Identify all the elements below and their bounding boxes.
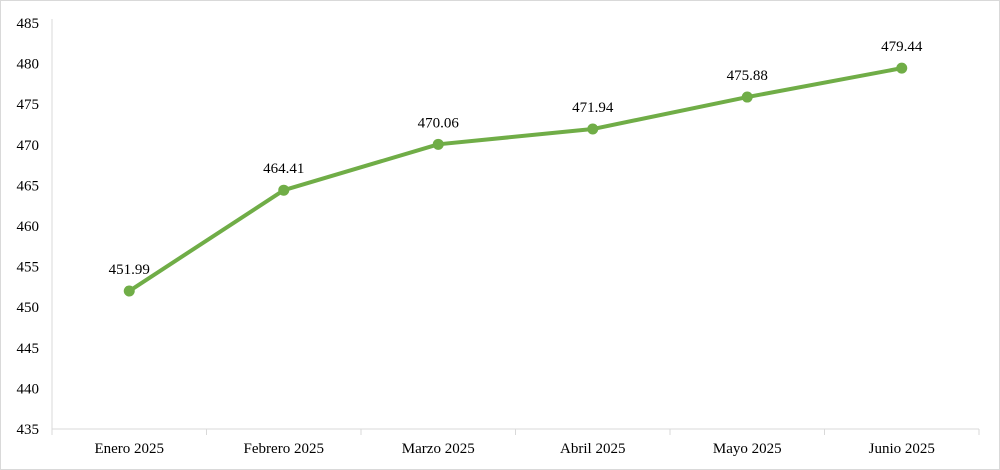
y-tick-label: 440 (17, 381, 40, 397)
data-label: 471.94 (572, 100, 614, 116)
data-label: 451.99 (109, 262, 150, 278)
y-tick-label: 450 (17, 300, 40, 316)
data-label: 479.44 (881, 39, 923, 55)
y-tick-label: 445 (17, 341, 40, 357)
x-tick-label: Enero 2025 (94, 441, 164, 457)
y-tick-label: 465 (17, 178, 40, 194)
x-tick-label: Marzo 2025 (402, 441, 475, 457)
y-tick-label: 470 (17, 138, 40, 154)
data-point (278, 184, 290, 196)
y-tick-label: 435 (17, 422, 40, 438)
point-group (123, 62, 908, 297)
x-axis: Enero 2025 Febrero 2025 Marzo 2025 Abril 20… (51, 428, 980, 457)
data-label: 475.88 (727, 68, 768, 84)
y-tick-label: 455 (17, 260, 40, 276)
x-tick-label: Junio 2025 (869, 441, 935, 457)
y-tick-label: 480 (17, 57, 40, 73)
data-point (896, 62, 908, 74)
x-tick-label: Mayo 2025 (713, 441, 782, 457)
y-tick-label: 485 (17, 16, 40, 32)
data-label: 464.41 (263, 161, 304, 177)
y-axis: 435 440 445 450 455 460 465 470 475 480 485 (17, 16, 53, 438)
label-group: 451.99 464.41 470.06 471.94 475.88 479.44 (109, 39, 923, 278)
data-point (123, 285, 135, 297)
series-group (127, 66, 904, 294)
data-point (432, 138, 444, 150)
x-tick-label: Febrero 2025 (244, 441, 324, 457)
y-tick-label: 475 (17, 97, 40, 113)
data-point (741, 91, 753, 103)
data-label: 470.06 (418, 115, 460, 131)
y-tick-label: 460 (17, 219, 40, 235)
x-tick-label: Abril 2025 (560, 441, 625, 457)
data-point (587, 123, 599, 135)
series-line (127, 66, 904, 294)
